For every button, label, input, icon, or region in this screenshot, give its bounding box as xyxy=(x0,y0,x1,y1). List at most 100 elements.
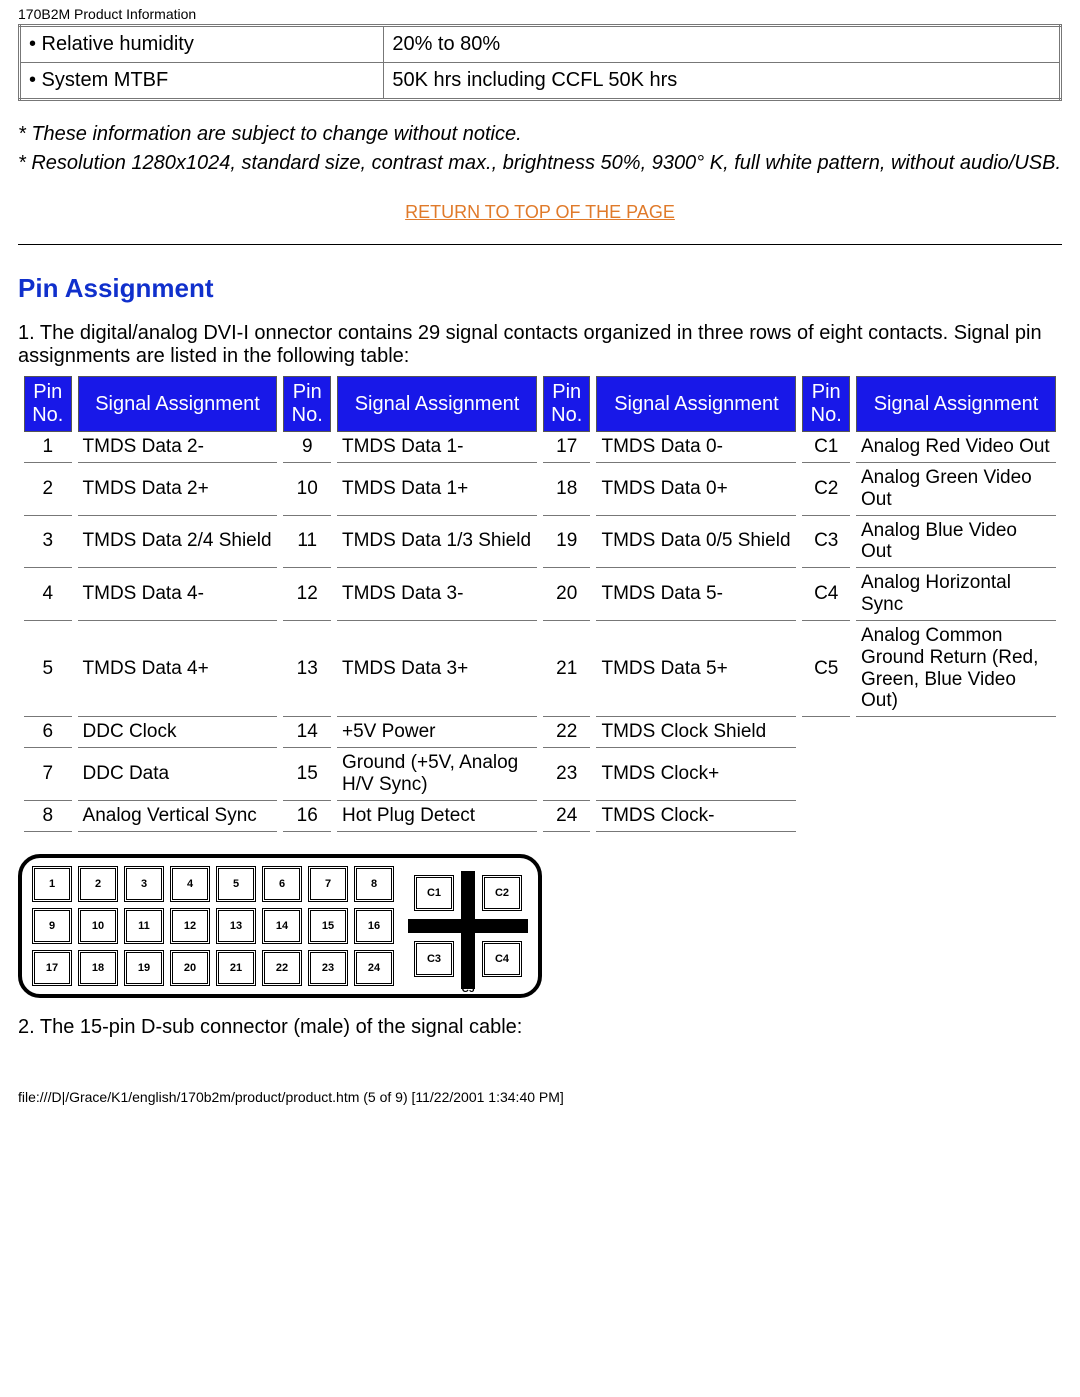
pin-box: 5 xyxy=(216,866,256,902)
pin-box: 3 xyxy=(124,866,164,902)
signal-assignment: TMDS Clock+ xyxy=(596,748,796,801)
page-footer: file:///D|/Grace/K1/english/170b2m/produ… xyxy=(0,1047,1080,1111)
pin-no xyxy=(802,717,850,748)
pin-box: 20 xyxy=(170,950,210,986)
col-header: Pin No. xyxy=(543,376,591,432)
c-pin: C2 xyxy=(482,875,522,911)
table-row: 2TMDS Data 2+10TMDS Data 1+18TMDS Data 0… xyxy=(24,463,1056,516)
pin-no: 11 xyxy=(283,516,331,569)
signal-assignment xyxy=(856,801,1056,832)
pin-no: 18 xyxy=(543,463,591,516)
pin-box: 24 xyxy=(354,950,394,986)
col-header: Signal Assignment xyxy=(337,376,537,432)
pin-box: 1 xyxy=(32,866,72,902)
pin-no: 20 xyxy=(543,568,591,621)
signal-assignment: TMDS Data 0/5 Shield xyxy=(596,516,796,569)
pin-box: 8 xyxy=(354,866,394,902)
pin-box: 17 xyxy=(32,950,72,986)
col-header: Pin No. xyxy=(802,376,850,432)
return-to-top: RETURN TO TOP OF THE PAGE xyxy=(18,201,1062,224)
return-to-top-link[interactable]: RETURN TO TOP OF THE PAGE xyxy=(405,202,675,222)
table-row: • Relative humidity 20% to 80% xyxy=(20,26,1061,63)
pin-box: 21 xyxy=(216,950,256,986)
table-row: 6DDC Clock14+5V Power22TMDS Clock Shield xyxy=(24,717,1056,748)
signal-assignment: Analog Vertical Sync xyxy=(78,801,278,832)
specs-table: • Relative humidity 20% to 80% • System … xyxy=(18,24,1062,101)
pin-box: 14 xyxy=(262,908,302,944)
signal-assignment: Hot Plug Detect xyxy=(337,801,537,832)
signal-assignment: Analog Common Ground Return (Red, Green,… xyxy=(856,621,1056,717)
signal-assignment: TMDS Data 3- xyxy=(337,568,537,621)
signal-assignment: TMDS Clock- xyxy=(596,801,796,832)
pin-no: C1 xyxy=(802,432,850,463)
pin-box: 11 xyxy=(124,908,164,944)
c-pin: C1 xyxy=(414,875,454,911)
note-line: * Resolution 1280x1024, standard size, c… xyxy=(18,152,1062,175)
col-header: Pin No. xyxy=(24,376,72,432)
spec-value: 50K hrs including CCFL 50K hrs xyxy=(384,63,1061,100)
divider xyxy=(18,244,1062,245)
pin-no xyxy=(802,801,850,832)
table-row: 1TMDS Data 2-9TMDS Data 1-17TMDS Data 0-… xyxy=(24,432,1056,463)
pin-no: 23 xyxy=(543,748,591,801)
c5-label: C5 xyxy=(462,984,475,995)
pin-no: 8 xyxy=(24,801,72,832)
table-row: • System MTBF 50K hrs including CCFL 50K… xyxy=(20,63,1061,100)
signal-assignment: TMDS Data 4- xyxy=(78,568,278,621)
pin-no: 3 xyxy=(24,516,72,569)
signal-assignment: TMDS Data 3+ xyxy=(337,621,537,717)
pin-no: 16 xyxy=(283,801,331,832)
pin-no: 9 xyxy=(283,432,331,463)
table-row: 5TMDS Data 4+13TMDS Data 3+21TMDS Data 5… xyxy=(24,621,1056,717)
signal-assignment: +5V Power xyxy=(337,717,537,748)
signal-assignment: TMDS Data 1+ xyxy=(337,463,537,516)
signal-assignment: TMDS Data 5- xyxy=(596,568,796,621)
pin-no: 5 xyxy=(24,621,72,717)
col-header: Signal Assignment xyxy=(856,376,1056,432)
analog-c-block: C1 C2 C3 C4 C5 xyxy=(408,871,528,981)
dvi-connector-diagram: 123456789101112131415161718192021222324 … xyxy=(18,854,1062,998)
table-row: 4TMDS Data 4-12TMDS Data 3-20TMDS Data 5… xyxy=(24,568,1056,621)
signal-assignment: TMDS Data 0+ xyxy=(596,463,796,516)
pin-no: C3 xyxy=(802,516,850,569)
signal-assignment: Ground (+5V, Analog H/V Sync) xyxy=(337,748,537,801)
pin-box: 10 xyxy=(78,908,118,944)
signal-assignment: TMDS Data 0- xyxy=(596,432,796,463)
signal-assignment: DDC Clock xyxy=(78,717,278,748)
after-connector-text: 2. The 15-pin D-sub connector (male) of … xyxy=(18,1016,1062,1039)
pin-box: 15 xyxy=(308,908,348,944)
pin-box: 13 xyxy=(216,908,256,944)
pin-no: C4 xyxy=(802,568,850,621)
pin-no: 4 xyxy=(24,568,72,621)
pin-no: 17 xyxy=(543,432,591,463)
pin-no: 15 xyxy=(283,748,331,801)
pin-no: 14 xyxy=(283,717,331,748)
note-line: * These information are subject to chang… xyxy=(18,123,1062,146)
pin-box: 7 xyxy=(308,866,348,902)
pin-no: 19 xyxy=(543,516,591,569)
table-row: 7DDC Data15Ground (+5V, Analog H/V Sync)… xyxy=(24,748,1056,801)
c-pin: C3 xyxy=(414,941,454,977)
pin-box: 12 xyxy=(170,908,210,944)
signal-assignment xyxy=(856,748,1056,801)
spec-label: • System MTBF xyxy=(20,63,384,100)
pin-no: 21 xyxy=(543,621,591,717)
page-header: 170B2M Product Information xyxy=(0,0,1080,24)
pin-box: 6 xyxy=(262,866,302,902)
pin-no: 6 xyxy=(24,717,72,748)
pin-no: 13 xyxy=(283,621,331,717)
pin-box: 23 xyxy=(308,950,348,986)
signal-assignment: Analog Blue Video Out xyxy=(856,516,1056,569)
pin-box: 19 xyxy=(124,950,164,986)
col-header: Signal Assignment xyxy=(596,376,796,432)
pin-no xyxy=(802,748,850,801)
pin-no: C2 xyxy=(802,463,850,516)
intro-text: 1. The digital/analog DVI-I onnector con… xyxy=(18,322,1062,368)
signal-assignment xyxy=(856,717,1056,748)
pin-box: 4 xyxy=(170,866,210,902)
pin-box: 18 xyxy=(78,950,118,986)
pin-box: 9 xyxy=(32,908,72,944)
signal-assignment: TMDS Data 1- xyxy=(337,432,537,463)
col-header: Signal Assignment xyxy=(78,376,278,432)
table-row: 8Analog Vertical Sync16Hot Plug Detect24… xyxy=(24,801,1056,832)
